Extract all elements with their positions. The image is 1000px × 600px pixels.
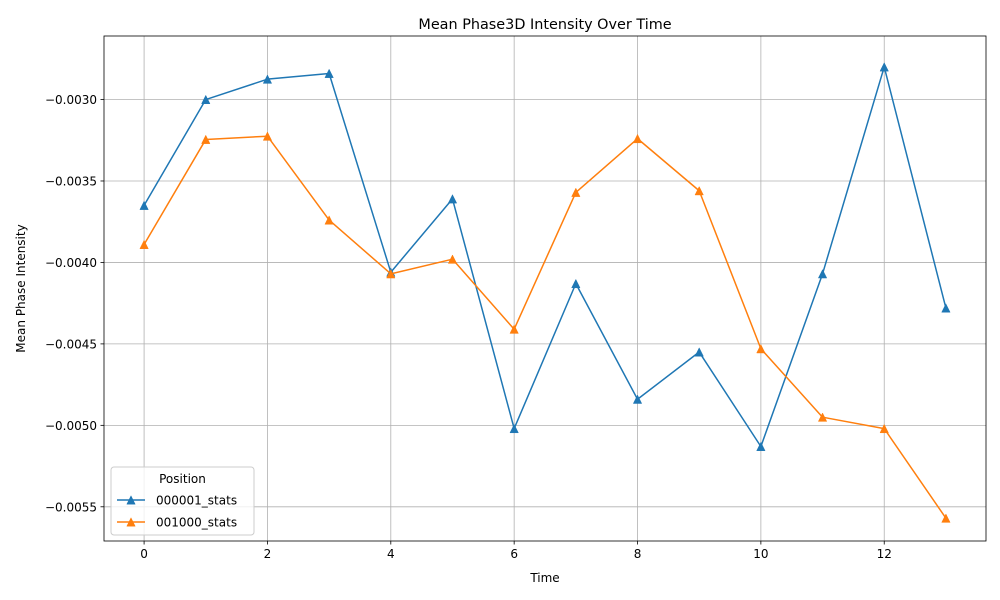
data-point-marker (139, 239, 149, 249)
y-tick-label: −0.0050 (45, 419, 97, 433)
x-tick-label: 12 (877, 547, 892, 561)
data-point-marker (571, 278, 581, 289)
data-point-marker (139, 200, 149, 210)
data-point-marker (324, 215, 334, 225)
x-tick-label: 8 (634, 547, 642, 561)
plot-area (104, 36, 986, 541)
data-point-marker (447, 254, 458, 264)
series-000001_stats (139, 62, 951, 451)
data-point-marker (262, 131, 273, 141)
legend: Position 000001_stats 001000_stats (110, 466, 255, 536)
data-point-marker (941, 303, 951, 313)
data-point-marker (386, 269, 396, 279)
data-point-marker (756, 441, 766, 451)
data-point-marker (509, 324, 519, 334)
x-tick-label: 0 (140, 547, 148, 561)
data-point-marker (571, 187, 581, 197)
x-tick-label: 2 (264, 547, 272, 561)
data-point-marker (941, 513, 951, 523)
legend-title: Position (159, 472, 206, 486)
y-axis-title: Mean Phase Intensity (14, 224, 28, 352)
data-point-marker (201, 134, 211, 144)
y-tick-label: −0.0035 (45, 174, 97, 188)
x-tick-label: 4 (387, 547, 395, 561)
x-tick-label: 6 (510, 547, 518, 561)
data-point-marker (632, 133, 643, 144)
y-tick-label: −0.0055 (45, 500, 97, 514)
data-point-marker (632, 394, 643, 404)
data-point-marker (756, 344, 766, 354)
plot-frame (103, 35, 987, 542)
data-point-marker (447, 194, 458, 204)
legend-marker (126, 495, 136, 505)
data-point-marker (879, 423, 889, 434)
x-axis-title: Time (529, 571, 559, 585)
y-tick-label: −0.0045 (45, 337, 97, 351)
data-point-marker (324, 68, 334, 78)
data-point-marker (201, 94, 211, 104)
series-001000_stats (139, 131, 951, 523)
series-lines (139, 62, 951, 523)
legend-label: 000001_stats (156, 494, 237, 508)
legend-label: 001000_stats (156, 516, 237, 530)
data-point-marker (694, 347, 704, 357)
x-tick-label: 10 (753, 547, 768, 561)
y-tick-label: −0.0030 (45, 93, 97, 107)
y-tick-label: −0.0040 (45, 256, 97, 270)
data-point-marker (509, 423, 519, 434)
data-point-marker (817, 412, 828, 422)
legend-marker (126, 517, 136, 527)
series-line (143, 66, 947, 448)
legend-box (110, 466, 255, 536)
axis-ticks: 0 2 4 6 8 10 12 −0.0055 −0.0050 −0.0045 −0.0040 −0.… (45, 93, 892, 561)
data-point-marker (694, 185, 704, 196)
data-point-marker (262, 74, 273, 84)
data-point-marker (879, 62, 889, 72)
chart-title: Mean Phase3D Intensity Over Time (418, 17, 671, 33)
data-point-marker (817, 269, 828, 279)
series-line (143, 135, 947, 519)
